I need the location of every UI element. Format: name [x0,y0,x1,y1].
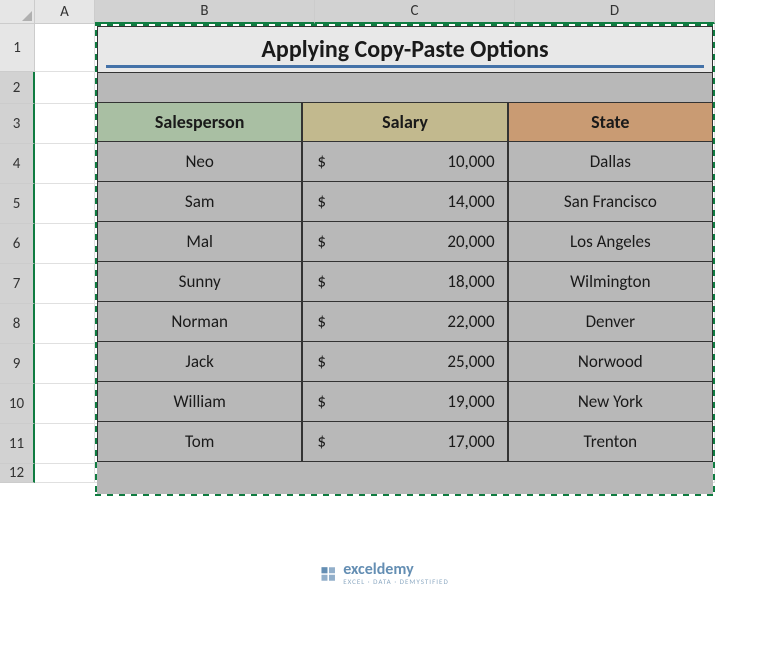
header-row: Salesperson Salary State [97,102,713,142]
cell-state[interactable]: Denver [508,302,713,342]
spacer-row [97,72,713,102]
cell-a3[interactable] [35,104,95,144]
table-row: Norman$22,000Denver [97,302,713,342]
table-row: Mal$20,000Los Angeles [97,222,713,262]
cell-a8[interactable] [35,304,95,344]
table-row: Sam$14,000San Francisco [97,182,713,222]
cell-state[interactable]: San Francisco [508,182,713,222]
cell-a4[interactable] [35,144,95,184]
table-row: Neo$10,000Dallas [97,142,713,182]
cell-salary[interactable]: $22,000 [302,302,507,342]
title-underline [106,65,704,68]
table-title: Applying Copy-Paste Options [97,26,713,72]
row-header-9[interactable]: 9 [0,344,35,384]
col-header-c[interactable]: C [315,0,515,24]
cell-a2[interactable] [35,72,95,104]
cell-salary[interactable]: $18,000 [302,262,507,302]
cell-state[interactable]: Wilmington [508,262,713,302]
cell-salesperson[interactable]: Norman [97,302,302,342]
row-header-4[interactable]: 4 [0,144,35,184]
cell-a1[interactable] [35,24,95,72]
cell-state[interactable]: New York [508,382,713,422]
header-salary[interactable]: Salary [302,102,507,142]
cell-a5[interactable] [35,184,95,224]
cell-salary[interactable]: $19,000 [302,382,507,422]
cell-salesperson[interactable]: Sam [97,182,302,222]
row-header-6[interactable]: 6 [0,224,35,264]
cell-salesperson[interactable]: Mal [97,222,302,262]
cell-salesperson[interactable]: Tom [97,422,302,462]
cell-state[interactable]: Norwood [508,342,713,382]
cell-salesperson[interactable]: William [97,382,302,422]
cell-salesperson[interactable]: Neo [97,142,302,182]
select-all-corner[interactable] [0,0,35,24]
header-state[interactable]: State [508,102,713,142]
cell-state[interactable]: Trenton [508,422,713,462]
watermark-icon [319,565,337,583]
row-header-7[interactable]: 7 [0,264,35,304]
cell-salary[interactable]: $17,000 [302,422,507,462]
row-header-11[interactable]: 11 [0,424,35,464]
cell-a12[interactable] [35,464,95,483]
row-header-12[interactable]: 12 [0,464,35,483]
row-header-3[interactable]: 3 [0,104,35,144]
table-content: Applying Copy-Paste Options Salesperson … [97,26,713,494]
header-salesperson[interactable]: Salesperson [97,102,302,142]
cell-a9[interactable] [35,344,95,384]
cell-a7[interactable] [35,264,95,304]
cell-state[interactable]: Dallas [508,142,713,182]
table-row: Tom$17,000Trenton [97,422,713,462]
row-header-2[interactable]: 2 [0,72,35,104]
cell-state[interactable]: Los Angeles [508,222,713,262]
cell-salary[interactable]: $25,000 [302,342,507,382]
watermark: exceldemy EXCEL · DATA · DEMYSTIFIED [319,562,449,585]
cell-a11[interactable] [35,424,95,464]
row-header-1[interactable]: 1 [0,24,35,72]
table-row: William$19,000New York [97,382,713,422]
cell-salary[interactable]: $10,000 [302,142,507,182]
watermark-text: exceldemy EXCEL · DATA · DEMYSTIFIED [343,562,449,585]
cell-salesperson[interactable]: Jack [97,342,302,382]
col-header-a[interactable]: A [35,0,95,24]
watermark-sub: EXCEL · DATA · DEMYSTIFIED [343,578,449,585]
cell-a10[interactable] [35,384,95,424]
watermark-main: exceldemy [343,562,449,578]
cell-salesperson[interactable]: Sunny [97,262,302,302]
table-row: Jack$25,000Norwood [97,342,713,382]
title-text: Applying Copy-Paste Options [261,35,548,64]
row-header-8[interactable]: 8 [0,304,35,344]
cell-salary[interactable]: $20,000 [302,222,507,262]
row-header-10[interactable]: 10 [0,384,35,424]
row-header-5[interactable]: 5 [0,184,35,224]
table-row: Sunny$18,000Wilmington [97,262,713,302]
cell-a6[interactable] [35,224,95,264]
col-header-b[interactable]: B [95,0,315,24]
cell-salary[interactable]: $14,000 [302,182,507,222]
col-header-d[interactable]: D [515,0,715,24]
